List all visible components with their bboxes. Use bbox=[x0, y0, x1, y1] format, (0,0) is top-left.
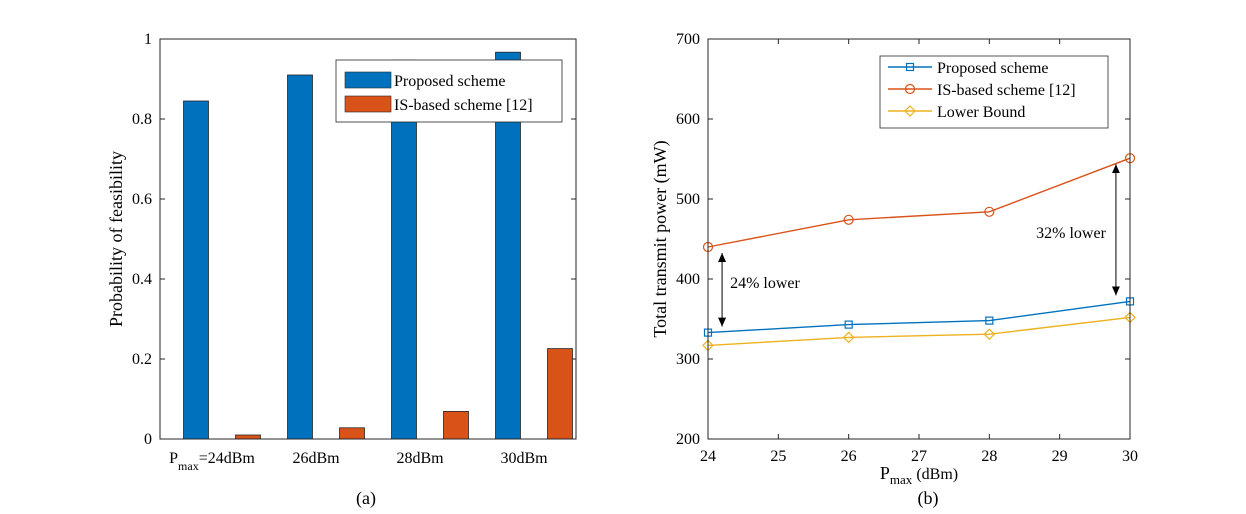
bar-legend-label-is-based: IS-based scheme [12] bbox=[394, 97, 533, 114]
line-legend-box bbox=[879, 55, 1109, 129]
bar-y-tick-label: 1 bbox=[144, 31, 152, 48]
bar-is-based-scheme-12-2 bbox=[339, 427, 365, 440]
caption-b: (b) bbox=[918, 488, 939, 509]
line-y-tick-label: 300 bbox=[676, 351, 700, 368]
line-x-tick-label: 25 bbox=[770, 448, 786, 465]
line-y-tick-label: 500 bbox=[676, 191, 700, 208]
bar-y-axis-ticks: 0 0.2 0.4 0.6 0.8 1 bbox=[132, 31, 576, 448]
line-x-tick-label: 28 bbox=[981, 448, 997, 465]
line-x-tick-label: 30 bbox=[1122, 448, 1138, 465]
line-legend-marker-proposed-scheme bbox=[905, 62, 915, 72]
line-x-axis-label: Pmax (dBm) bbox=[880, 463, 958, 487]
line-axis-ticks: 200 300 400 500 600 700 24 25 26 27 28 29 30 bbox=[676, 31, 1138, 465]
line-x-tick-label: 29 bbox=[1052, 448, 1068, 465]
bar-legend: Proposed scheme IS-based scheme [12] bbox=[335, 59, 563, 123]
bar-axes-box bbox=[159, 38, 577, 440]
line-series bbox=[702, 153, 1136, 352]
annotation-text-2: 32% lower bbox=[1036, 225, 1106, 242]
bar-x-tick-label: 26dBm bbox=[292, 450, 340, 467]
point-lower-bound-3 bbox=[983, 328, 996, 341]
line-lower-bound bbox=[707, 316, 1131, 347]
line-legend-marker-lower-bound bbox=[904, 105, 916, 117]
bar-y-tick-label: 0.4 bbox=[132, 271, 152, 288]
line-y-tick-label: 400 bbox=[676, 271, 700, 288]
line-x-tick-label: 26 bbox=[841, 448, 857, 465]
line-y-tick-label: 200 bbox=[676, 431, 700, 448]
bar-proposed-scheme-3 bbox=[391, 59, 417, 440]
bar-y-tick-label: 0.2 bbox=[132, 351, 152, 368]
bar-y-tick-label: 0.6 bbox=[132, 191, 152, 208]
point-proposed-scheme-2 bbox=[844, 320, 853, 329]
annotation-text-1: 24% lower bbox=[730, 275, 800, 292]
line-legend-label-lower-bound: Lower Bound bbox=[937, 104, 1025, 121]
point-is-based-scheme-12-2 bbox=[843, 214, 854, 225]
bar-proposed-scheme-1 bbox=[183, 100, 209, 440]
bar-y-axis-label: Probability of feasibility bbox=[106, 151, 126, 327]
point-proposed-scheme-3 bbox=[985, 316, 994, 325]
caption-a: (a) bbox=[356, 488, 376, 509]
line-x-tick-label: 24 bbox=[700, 448, 716, 465]
bar-y-tick-label: 0.8 bbox=[132, 111, 152, 128]
bar-legend-swatch-is-based bbox=[344, 95, 392, 113]
line-chart: 200 300 400 500 600 700 24 25 26 27 28 29 30 24% low… bbox=[650, 31, 1138, 509]
line-legend-label-proposed: Proposed scheme bbox=[937, 60, 1049, 77]
bar-x-tick-label: 28dBm bbox=[396, 450, 444, 467]
bar-is-based-scheme-12-3 bbox=[443, 410, 469, 440]
bar-y-tick-label: 0 bbox=[144, 431, 152, 448]
line-axes-box bbox=[707, 38, 1131, 440]
bar-legend-label-proposed: Proposed scheme bbox=[394, 73, 506, 90]
line-annotations: 24% lower 32% lower bbox=[718, 164, 1120, 327]
line-is-based-scheme-12 bbox=[707, 157, 1131, 248]
bar-is-based-scheme-12-4 bbox=[547, 348, 573, 440]
line-x-tick-label: 27 bbox=[911, 448, 927, 465]
line-legend-label-is-based: IS-based scheme [12] bbox=[937, 82, 1076, 99]
bar-proposed-scheme-2 bbox=[287, 74, 313, 440]
bar-chart: 0 0.2 0.4 0.6 0.8 1 Pmax=24dBm 26dBm 28dBm 30dB… bbox=[106, 31, 577, 509]
line-y-tick-label: 600 bbox=[676, 111, 700, 128]
line-legend: Proposed scheme IS-based scheme [12] Low… bbox=[879, 55, 1109, 129]
line-y-axis-label: Total transmit power (mW) bbox=[650, 140, 671, 337]
point-is-based-scheme-12-3 bbox=[984, 206, 995, 217]
line-y-tick-label: 700 bbox=[676, 31, 700, 48]
point-lower-bound-2 bbox=[842, 331, 855, 344]
bar-x-tick-first: Pmax=24dBm bbox=[169, 450, 255, 473]
line-proposed-scheme bbox=[707, 300, 1131, 334]
bar-x-tick-label: 30dBm bbox=[500, 450, 548, 467]
line-legend-marker-is-based-scheme-12 bbox=[904, 83, 916, 95]
bar-x-tick-labels: Pmax=24dBm 26dBm 28dBm 30dBm bbox=[169, 450, 548, 473]
bar-legend-swatch-proposed bbox=[344, 71, 392, 89]
bar-is-based-scheme-12-1 bbox=[235, 434, 261, 440]
